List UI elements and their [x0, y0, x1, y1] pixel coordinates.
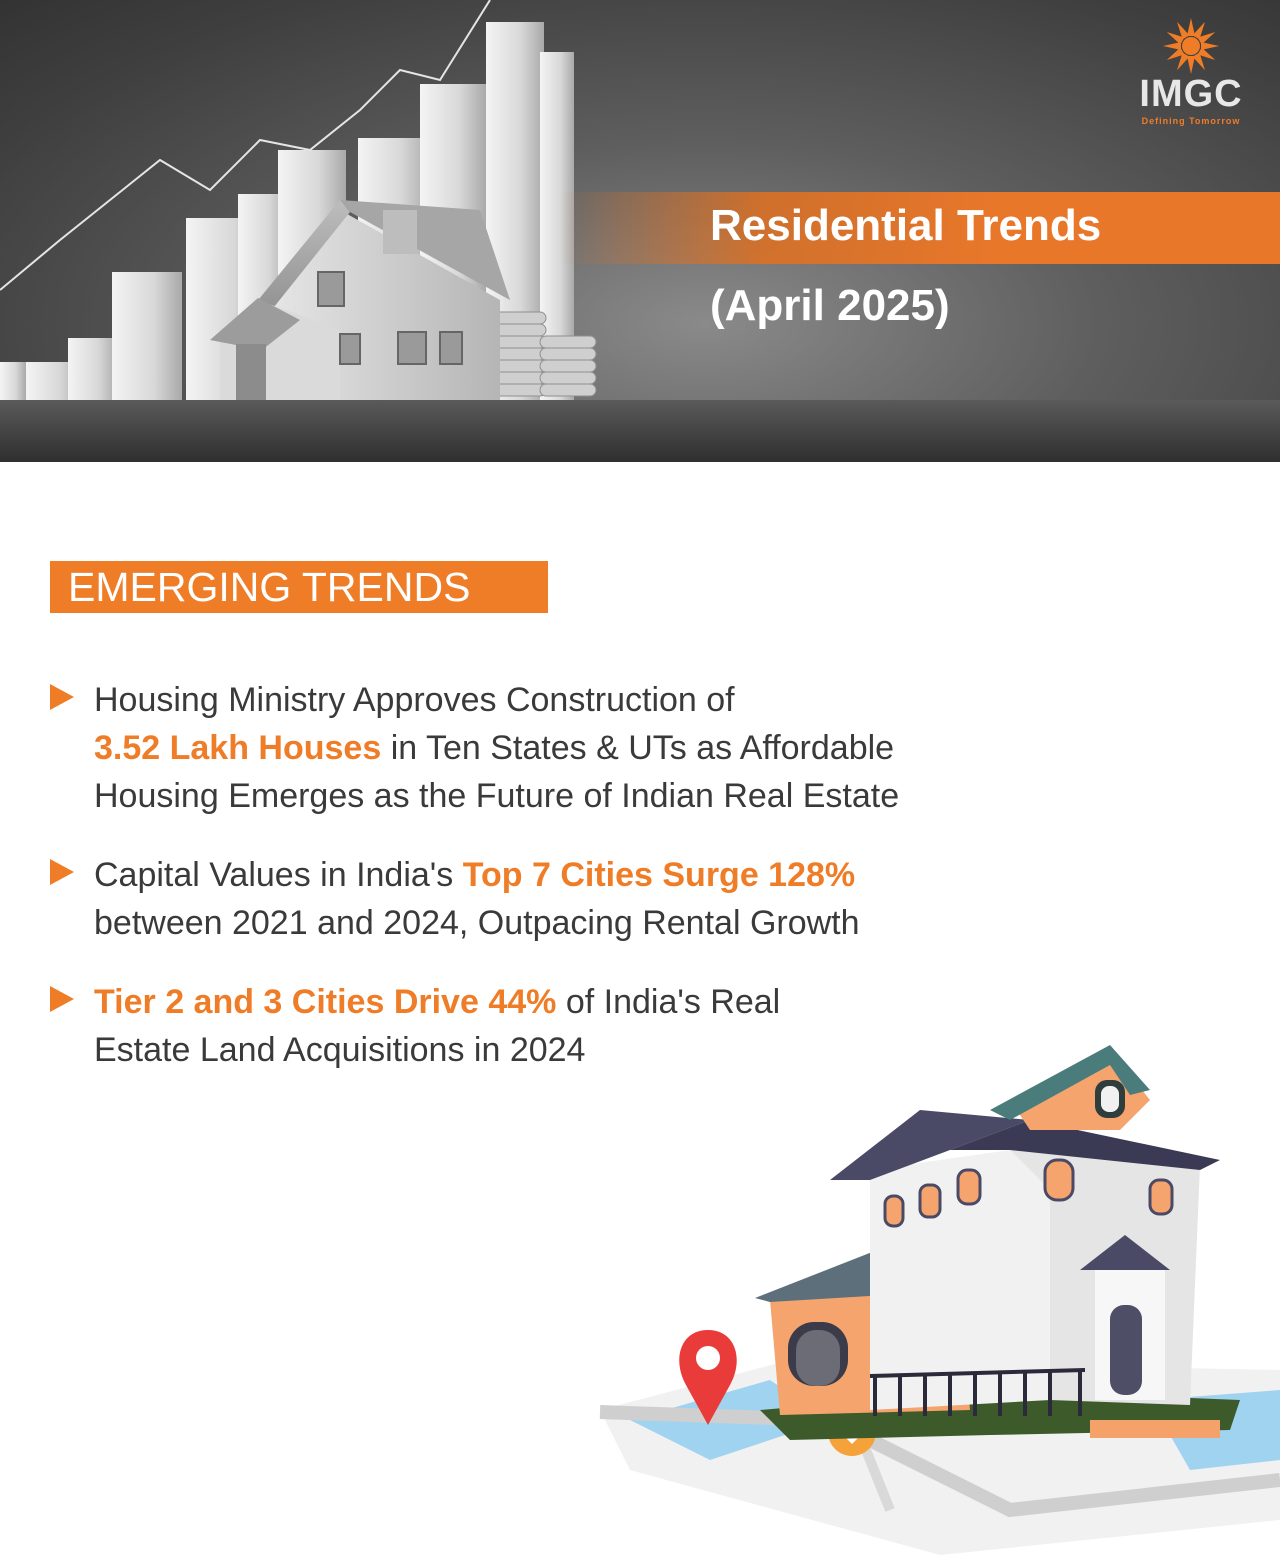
trend-line-rest: in Ten States & UTs as Affordable	[381, 729, 895, 767]
triangle-bullet-icon	[50, 859, 74, 885]
trend-line-rest: of India's Real	[556, 983, 781, 1021]
page-subtitle: (April 2025)	[710, 281, 950, 330]
trend-highlight: Top 7 Cities Surge 128%	[462, 856, 856, 894]
trend-line: Tier 2 and 3 Cities Drive 44% of India's…	[94, 978, 780, 1026]
brand-logo: IMGC Defining Tomorrow	[1130, 14, 1252, 128]
trend-line-pre: Capital Values in India's	[94, 856, 463, 894]
hero-floor	[0, 400, 1280, 462]
page-title: Residential Trends	[710, 201, 1102, 250]
triangle-bullet-icon	[50, 986, 74, 1012]
section-title: EMERGING TRENDS	[68, 564, 471, 610]
triangle-bullet-icon	[50, 684, 74, 710]
sunburst-logo-icon	[1163, 18, 1219, 74]
house-on-map-illustration	[599, 1045, 1280, 1555]
trend-text: Tier 2 and 3 Cities Drive 44% of India's…	[94, 978, 780, 1074]
trend-text: Capital Values in India's Top 7 Cities S…	[94, 851, 860, 947]
trend-item: Capital Values in India's Top 7 Cities S…	[50, 851, 1110, 951]
section-badge	[50, 561, 548, 613]
brand-name: IMGC	[1139, 73, 1243, 115]
trend-item: Housing Ministry Approves Construction o…	[50, 676, 1110, 826]
trend-text: Housing Ministry Approves Construction o…	[94, 676, 899, 820]
brand-tagline: Defining Tomorrow	[1141, 116, 1241, 126]
trend-line: Estate Land Acquisitions in 2024	[94, 1031, 586, 1069]
house-and-bar-chart-illustration	[0, 0, 597, 402]
trend-line: Capital Values in India's Top 7 Cities S…	[94, 851, 860, 899]
trend-item: Tier 2 and 3 Cities Drive 44% of India's…	[50, 978, 1110, 1078]
trend-line: between 2021 and 2024, Outpacing Rental …	[94, 904, 860, 942]
trend-line: 3.52 Lakh Houses in Ten States & UTs as …	[94, 724, 899, 772]
title-band	[560, 192, 1280, 264]
trend-line: Housing Emerges as the Future of Indian …	[94, 777, 900, 815]
trend-highlight: Tier 2 and 3 Cities Drive 44%	[94, 983, 557, 1021]
trend-line: Housing Ministry Approves Construction o…	[94, 681, 735, 719]
trend-highlight: 3.52 Lakh Houses	[94, 729, 382, 767]
hero-banner: Residential Trends (April 2025)	[0, 0, 1280, 462]
